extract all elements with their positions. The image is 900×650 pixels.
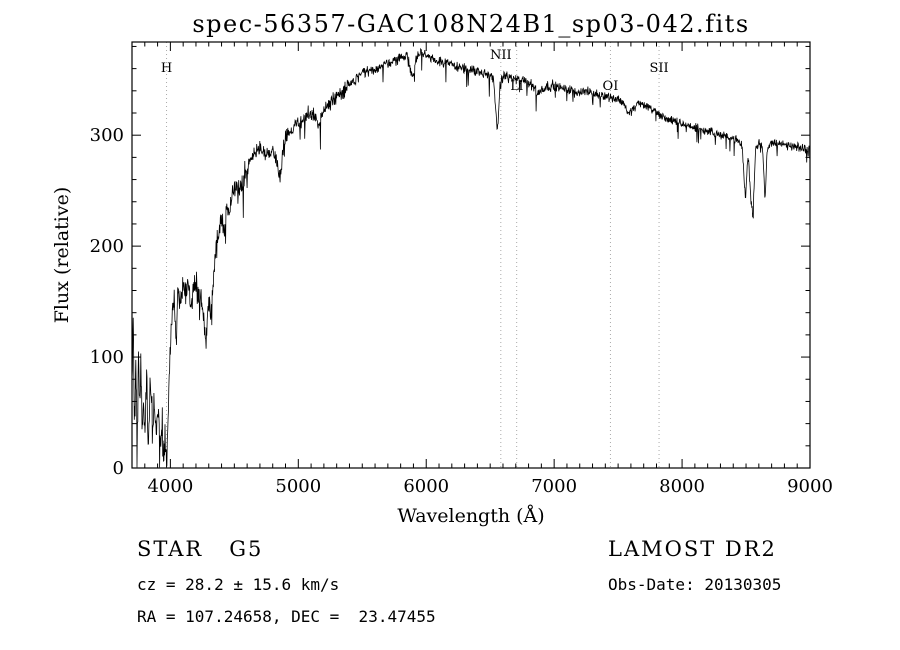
marker-label-NII: NII [490,48,512,63]
x-tick-label: 4000 [147,476,193,497]
ra-dec-text: RA = 107.24658, DEC = 23.47455 [137,607,436,626]
x-tick-label: 5000 [275,476,321,497]
marker-label-SII: SII [649,61,668,76]
plot-frame [131,41,811,469]
marker-label-H: H [161,61,172,76]
survey-name: LAMOST DR2 [608,537,777,561]
obs-date-text: Obs-Date: 20130305 [608,575,782,594]
plot-title: spec-56357-GAC108N24B1_sp03-042.fits [192,10,750,38]
cz-velocity-text: cz = 28.2 ± 15.6 km/s [137,575,340,594]
y-tick-label: 0 [113,458,124,479]
x-tick-label: 6000 [403,476,449,497]
x-tick-label: 9000 [787,476,833,497]
x-tick-label: 7000 [531,476,577,497]
y-tick-label: 100 [90,347,124,368]
y-axis-label: Flux (relative) [51,186,73,324]
y-tick-label: 200 [90,236,124,257]
object-classification: STAR G5 [137,537,264,561]
spectrum-line [131,47,811,468]
y-tick-label: 300 [90,125,124,146]
x-tick-label: 8000 [659,476,705,497]
x-axis-label: Wavelength (Å) [397,505,545,527]
marker-label-OI: OI [603,79,619,94]
